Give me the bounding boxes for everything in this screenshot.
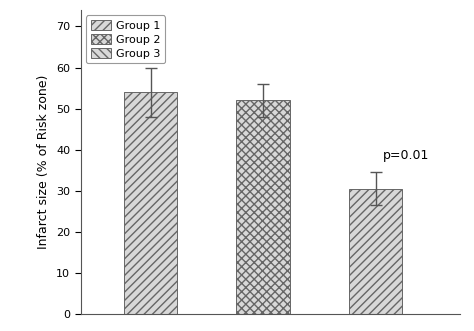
Bar <box>237 101 290 314</box>
Legend: Group 1, Group 2, Group 3: Group 1, Group 2, Group 3 <box>86 16 165 63</box>
Bar <box>124 92 177 314</box>
Text: p=0.01: p=0.01 <box>383 149 429 162</box>
Y-axis label: Infarct size (% of Risk zone): Infarct size (% of Risk zone) <box>37 75 51 249</box>
Bar <box>349 189 402 314</box>
